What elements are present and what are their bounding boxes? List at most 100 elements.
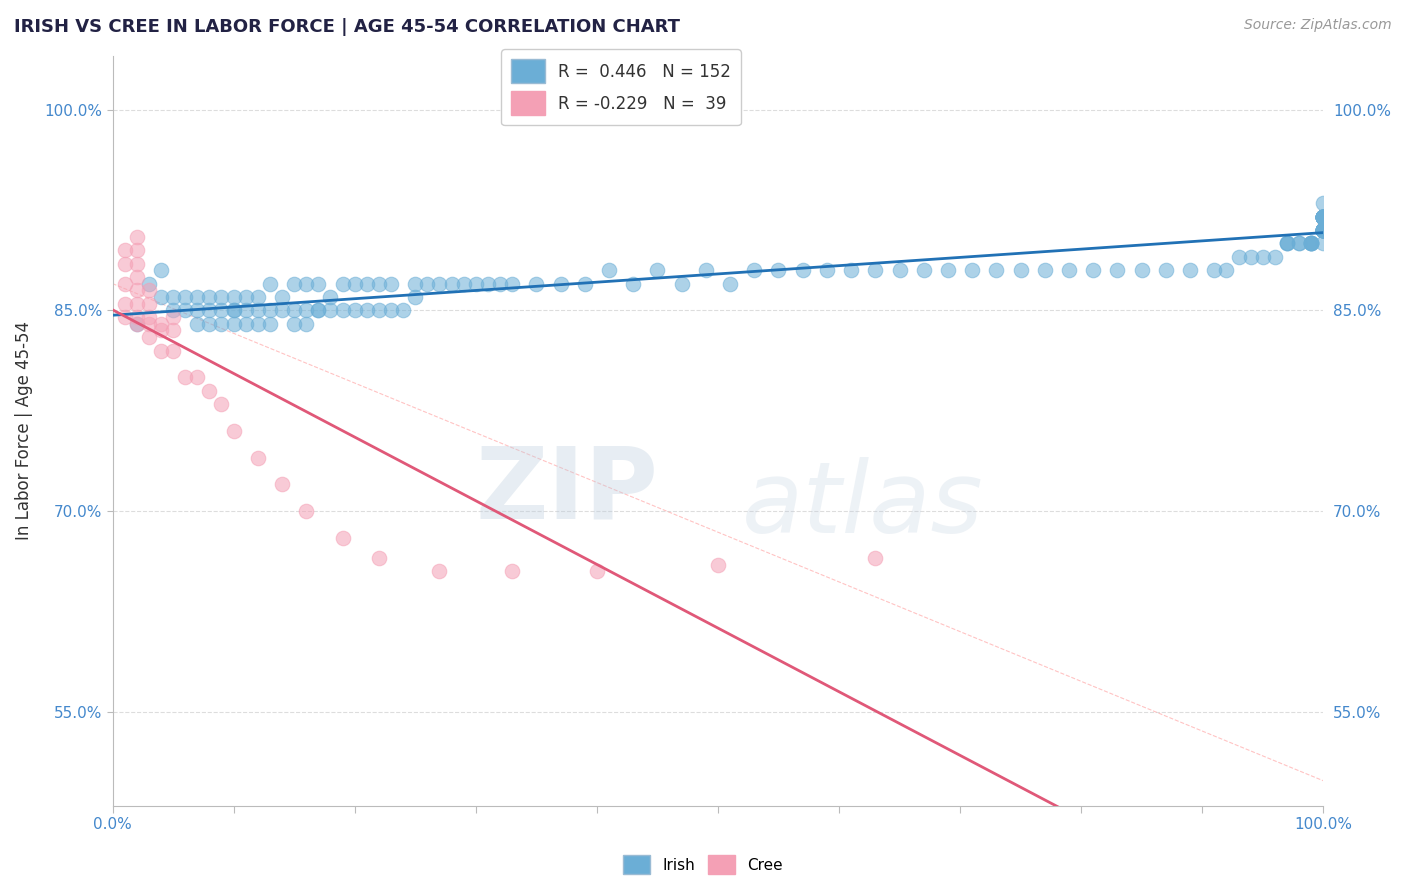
Text: ZIP: ZIP: [475, 442, 658, 540]
Point: [114, 243, 136, 257]
Point: [501, 277, 523, 291]
Point: [162, 323, 184, 337]
Point: [986, 263, 1008, 277]
Point: [1057, 263, 1080, 277]
Point: [1312, 210, 1334, 224]
Point: [222, 290, 245, 304]
Point: [1204, 263, 1226, 277]
Point: [198, 290, 221, 304]
Legend: R =  0.446   N = 152, R = -0.229   N =  39: R = 0.446 N = 152, R = -0.229 N = 39: [502, 49, 741, 125]
Point: [453, 277, 475, 291]
Point: [695, 263, 717, 277]
Point: [429, 565, 451, 579]
Point: [1312, 223, 1334, 237]
Point: [125, 283, 148, 297]
Point: [1312, 223, 1334, 237]
Point: [1312, 223, 1334, 237]
Point: [1312, 210, 1334, 224]
Point: [1154, 263, 1177, 277]
Point: [174, 290, 197, 304]
Point: [1178, 263, 1201, 277]
Point: [1275, 236, 1298, 251]
Point: [912, 263, 935, 277]
Point: [524, 277, 547, 291]
Point: [1312, 223, 1334, 237]
Point: [307, 277, 329, 291]
Point: [149, 323, 172, 337]
Point: [114, 277, 136, 291]
Point: [319, 303, 342, 318]
Point: [1312, 223, 1334, 237]
Point: [125, 296, 148, 310]
Point: [138, 310, 160, 324]
Point: [1312, 223, 1334, 237]
Point: [1312, 210, 1334, 224]
Point: [198, 384, 221, 398]
Point: [1275, 236, 1298, 251]
Point: [621, 277, 644, 291]
Point: [889, 263, 911, 277]
Point: [768, 263, 790, 277]
Point: [283, 303, 305, 318]
Point: [138, 317, 160, 331]
Point: [356, 277, 378, 291]
Point: [1312, 210, 1334, 224]
Point: [149, 343, 172, 358]
Point: [343, 277, 366, 291]
Point: [464, 277, 486, 291]
Point: [198, 317, 221, 331]
Point: [1312, 210, 1334, 224]
Point: [742, 263, 765, 277]
Point: [246, 290, 269, 304]
Point: [125, 317, 148, 331]
Point: [343, 303, 366, 318]
Point: [246, 317, 269, 331]
Point: [125, 229, 148, 244]
Point: [1312, 210, 1334, 224]
Point: [1264, 250, 1286, 264]
Point: [1312, 223, 1334, 237]
Point: [1107, 263, 1129, 277]
Point: [125, 269, 148, 284]
Point: [149, 263, 172, 277]
Point: [936, 263, 959, 277]
Point: [271, 477, 294, 491]
Point: [550, 277, 572, 291]
Point: [332, 277, 354, 291]
Point: [198, 303, 221, 318]
Point: [1251, 250, 1274, 264]
Point: [259, 303, 281, 318]
Point: [1312, 210, 1334, 224]
Point: [125, 243, 148, 257]
Point: [1312, 223, 1334, 237]
Point: [186, 290, 208, 304]
Point: [222, 303, 245, 318]
Text: IRISH VS CREE IN LABOR FORCE | AGE 45-54 CORRELATION CHART: IRISH VS CREE IN LABOR FORCE | AGE 45-54…: [14, 18, 681, 36]
Point: [332, 531, 354, 545]
Point: [367, 303, 389, 318]
Point: [1312, 223, 1334, 237]
Point: [1312, 210, 1334, 224]
Point: [1301, 236, 1323, 251]
Point: [792, 263, 814, 277]
Point: [1301, 236, 1323, 251]
Point: [429, 277, 451, 291]
Point: [211, 317, 233, 331]
Point: [1227, 250, 1250, 264]
Point: [1312, 210, 1334, 224]
Point: [1312, 223, 1334, 237]
Point: [1130, 263, 1153, 277]
Legend: Irish, Cree: Irish, Cree: [617, 849, 789, 880]
Point: [1312, 210, 1334, 224]
Point: [1312, 210, 1334, 224]
Point: [246, 450, 269, 465]
Point: [574, 277, 596, 291]
Point: [162, 343, 184, 358]
Point: [332, 303, 354, 318]
Point: [138, 283, 160, 297]
Point: [138, 277, 160, 291]
Point: [1312, 210, 1334, 224]
Point: [356, 303, 378, 318]
Point: [585, 565, 607, 579]
Point: [1312, 236, 1334, 251]
